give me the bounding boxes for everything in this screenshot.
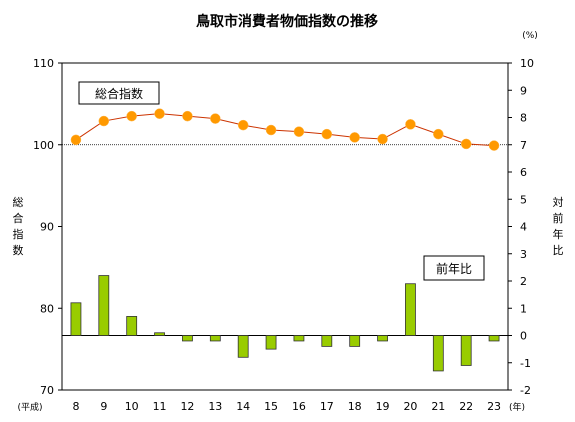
right-tick-label: 3 <box>520 248 527 261</box>
left-tick-label: 110 <box>33 57 54 70</box>
legend-index: 総合指数 <box>78 81 160 105</box>
right-tick-label: -1 <box>520 357 531 370</box>
left-axis-label-char: 指 <box>13 227 24 241</box>
x-tick-label: 14 <box>236 400 250 413</box>
left-axis-label-char: 合 <box>13 211 24 225</box>
index-point <box>70 134 82 146</box>
left-axis-label-char: 総 <box>13 195 24 209</box>
yoy-bar <box>349 335 361 347</box>
right-tick-label: 0 <box>520 330 527 343</box>
index-point <box>98 115 110 127</box>
right-tick-label: 7 <box>520 139 527 152</box>
index-line-series <box>70 108 500 151</box>
right-tick-label: 8 <box>520 112 527 125</box>
yoy-bar <box>405 283 416 336</box>
yoy-bar <box>70 302 82 336</box>
index-point <box>488 140 500 151</box>
index-point <box>405 119 416 130</box>
index-point <box>154 108 165 119</box>
index-point <box>293 126 305 137</box>
yoy-bar <box>293 335 305 342</box>
x-tick-label: 18 <box>348 400 362 413</box>
yoy-bar <box>488 335 500 342</box>
index-line <box>75 113 495 147</box>
index-point <box>377 133 388 145</box>
right-tick-label: 5 <box>520 193 527 206</box>
left-tick-label: 80 <box>40 302 54 315</box>
yoy-bar <box>182 335 193 342</box>
yoy-bars <box>70 275 500 372</box>
yoy-bar <box>237 335 249 358</box>
x-tick-label: 8 <box>72 400 79 413</box>
x-unit-left: (平成) <box>17 401 42 413</box>
x-tick-label: 17 <box>320 400 334 413</box>
index-point <box>126 110 137 122</box>
x-tick-label: 23 <box>487 400 501 413</box>
legend-yoy-label: 前年比 <box>436 261 472 276</box>
right-tick-label: 10 <box>520 57 534 70</box>
x-tick-label: 21 <box>431 400 445 413</box>
chart-title: 鳥取市消費者物価指数の推移 <box>196 13 378 30</box>
right-axis-label-char: 年 <box>553 227 564 241</box>
right-axis-label-char: 比 <box>553 244 564 257</box>
index-point <box>349 132 360 143</box>
yoy-bar <box>377 335 388 342</box>
x-tick-label: 19 <box>376 400 390 413</box>
right-tick-label: 6 <box>520 166 527 179</box>
index-point <box>460 138 472 150</box>
yoy-bar <box>265 335 277 350</box>
legend-index-box <box>78 81 160 105</box>
x-tick-label: 15 <box>264 400 278 413</box>
x-unit-right: (年) <box>509 401 525 413</box>
left-tick-label: 100 <box>33 139 54 152</box>
right-tick-label: -2 <box>520 384 531 397</box>
right-axis-ticks: -2 -1 0 1 2 3 4 5 6 7 8 9 10 <box>508 57 534 397</box>
index-point <box>210 113 221 124</box>
x-tick-label: 11 <box>153 400 167 413</box>
yoy-bar <box>98 275 110 336</box>
x-tick-label: 16 <box>292 400 306 413</box>
legend-index-label: 総合指数 <box>95 86 143 101</box>
index-point <box>237 119 249 131</box>
legend-yoy: 前年比 <box>423 255 485 281</box>
yoy-bar <box>209 335 221 342</box>
left-axis-label-char: 数 <box>13 244 24 257</box>
right-axis-label-char: 対 <box>553 195 564 209</box>
right-tick-label: 1 <box>520 302 527 315</box>
left-axis-label: 総合指数 <box>13 195 24 257</box>
right-tick-label: 9 <box>520 84 527 97</box>
right-tick-label: 4 <box>520 221 527 234</box>
x-tick-label: 12 <box>180 400 194 413</box>
left-tick-label: 90 <box>40 221 54 234</box>
x-tick-label: 13 <box>208 400 222 413</box>
yoy-bar <box>432 335 444 372</box>
left-tick-label: 70 <box>40 384 54 397</box>
index-point <box>433 128 444 140</box>
index-point <box>182 110 193 122</box>
legend-yoy-box <box>423 255 485 281</box>
x-tick-label: 10 <box>125 400 139 413</box>
yoy-bar <box>321 335 333 347</box>
left-axis-ticks: 70 80 90 100 110 <box>33 57 62 397</box>
x-tick-label: 22 <box>459 400 473 413</box>
x-tick-label: 9 <box>100 400 107 413</box>
index-point <box>265 124 277 136</box>
right-axis-label-char: 前 <box>553 211 564 225</box>
yoy-bar <box>154 332 165 336</box>
right-axis-unit: (%) <box>522 31 538 41</box>
x-axis-ticks: 8 9 10 11 12 13 14 15 16 17 18 19 20 21 22 23 <box>72 400 501 413</box>
yoy-bar <box>460 335 472 366</box>
yoy-bar <box>126 316 138 336</box>
right-tick-label: 2 <box>520 275 527 288</box>
x-tick-label: 20 <box>403 400 417 413</box>
index-point <box>321 128 333 140</box>
